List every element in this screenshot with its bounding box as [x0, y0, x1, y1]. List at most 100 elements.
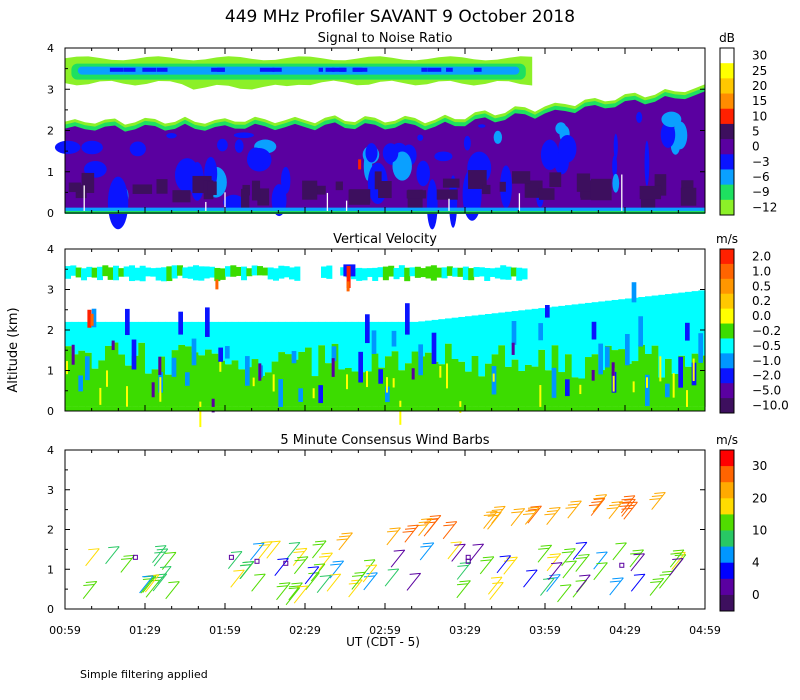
vv-cell — [591, 369, 595, 381]
wind-barb-flag — [551, 562, 563, 565]
vv-cell — [71, 354, 79, 407]
vv-cell — [78, 321, 86, 351]
colorbar-label: −12 — [752, 200, 777, 214]
vv-cell — [251, 359, 259, 407]
vv-upper-cell — [139, 265, 146, 282]
y-tick-label: 0 — [47, 405, 54, 418]
vv-cell — [312, 388, 315, 399]
vv-cell — [431, 361, 439, 407]
vv-cell — [625, 363, 633, 407]
vv-cell — [305, 321, 313, 348]
vv-cell — [131, 355, 139, 407]
vv-upper-cell — [436, 267, 443, 278]
colorbar-swatch — [720, 293, 734, 310]
vv-upper-cell — [267, 267, 274, 280]
wind-barb-shaft — [548, 562, 563, 581]
snr-patch — [217, 138, 228, 152]
wind-barb-flag — [288, 585, 300, 588]
vv-cell — [291, 350, 297, 364]
x-tick-label: 03:59 — [529, 624, 561, 637]
vv-upper-cell — [398, 265, 405, 277]
wind-barb-flag — [670, 552, 682, 555]
y-tick-label: 0 — [47, 603, 54, 616]
wind-barb-shaft — [152, 573, 168, 592]
vv-upper-cell — [75, 267, 82, 278]
wind-barb-shaft — [510, 508, 526, 527]
wind-barb-flag — [609, 580, 621, 583]
wind-barb-flag — [490, 511, 502, 514]
x-tick-label: 02:29 — [289, 624, 321, 637]
vv-upper-cell — [102, 265, 109, 277]
vv-upper-cell — [366, 268, 373, 277]
vv-cell — [631, 361, 639, 407]
vv-cell — [391, 351, 399, 407]
calm-marker — [283, 560, 289, 566]
wind-barb-flag — [483, 513, 495, 516]
wind-barb-flag — [615, 542, 627, 545]
wind-barb-shaft — [575, 554, 590, 572]
wind-barb-flag — [591, 501, 603, 504]
vv-cell — [671, 373, 679, 407]
vv-cell — [191, 352, 199, 407]
wind-barb-flag — [654, 491, 666, 494]
wind-barb-flag — [307, 566, 319, 569]
wind-barb-shaft — [491, 506, 506, 524]
snr-hot-spot — [358, 159, 362, 170]
vv-cell — [425, 352, 433, 407]
vv-cell — [231, 321, 239, 361]
calm-marker — [254, 558, 260, 564]
vv-cell — [298, 351, 306, 407]
vv-upper-cell — [340, 267, 347, 276]
vv-cell — [611, 362, 615, 376]
vv-cell — [498, 345, 506, 407]
wind-barb-flag — [389, 527, 401, 530]
snr-patch — [463, 135, 471, 151]
wind-barb-flag — [649, 498, 661, 501]
wind-barb-shaft — [351, 571, 366, 590]
wind-barb — [293, 585, 309, 604]
vv-cell — [225, 364, 233, 407]
vv-cell — [538, 349, 546, 407]
wind-barb-flag — [652, 577, 664, 580]
wind-barb-shaft — [310, 563, 326, 582]
wind-barb-flag — [318, 555, 331, 558]
snr-patch — [223, 194, 245, 211]
vv-cell — [358, 321, 366, 373]
vv-cell — [165, 321, 173, 375]
x-tick-label: 04:59 — [689, 624, 721, 637]
vv-cell — [118, 321, 126, 355]
wind-barb-flag — [315, 540, 327, 543]
vv-cell — [439, 365, 442, 378]
colorbar-swatch — [720, 308, 734, 325]
vv-cell — [325, 363, 333, 407]
wind-barb-flag — [588, 504, 600, 507]
wind-barb-flag — [596, 551, 608, 554]
vv-cell — [158, 321, 166, 357]
vv-cell — [658, 294, 666, 378]
vv-cell — [151, 382, 155, 398]
colorbar-label: 10 — [752, 524, 767, 538]
colorbar-swatch — [720, 368, 734, 384]
vv-cell — [171, 321, 179, 351]
vv-cell — [218, 347, 223, 362]
wind-barb-shaft — [348, 579, 363, 598]
wind-barb — [612, 542, 627, 561]
colorbar-label: 30 — [752, 459, 767, 473]
wind-barb-flag — [480, 559, 492, 562]
wind-barb-flag — [575, 579, 587, 582]
wind-barb-shaft — [456, 562, 472, 580]
colorbar-3: m/s 30 20 10 4 0 — [716, 433, 767, 612]
wind-barb — [152, 545, 167, 564]
vv-upper-cell — [262, 267, 269, 276]
filter-note: Simple filtering applied — [80, 668, 208, 681]
wind-barb — [318, 552, 333, 571]
wind-barb-shaft — [609, 577, 624, 596]
snr-patch — [416, 160, 430, 187]
vv-cell — [66, 361, 68, 375]
vv-upper-cell — [203, 266, 210, 279]
vv-cell — [405, 321, 413, 364]
wind-barb — [386, 527, 401, 546]
wind-barb-flag — [123, 554, 135, 557]
wind-barb-shaft — [227, 551, 243, 570]
y-tick-label: 3 — [47, 83, 54, 96]
